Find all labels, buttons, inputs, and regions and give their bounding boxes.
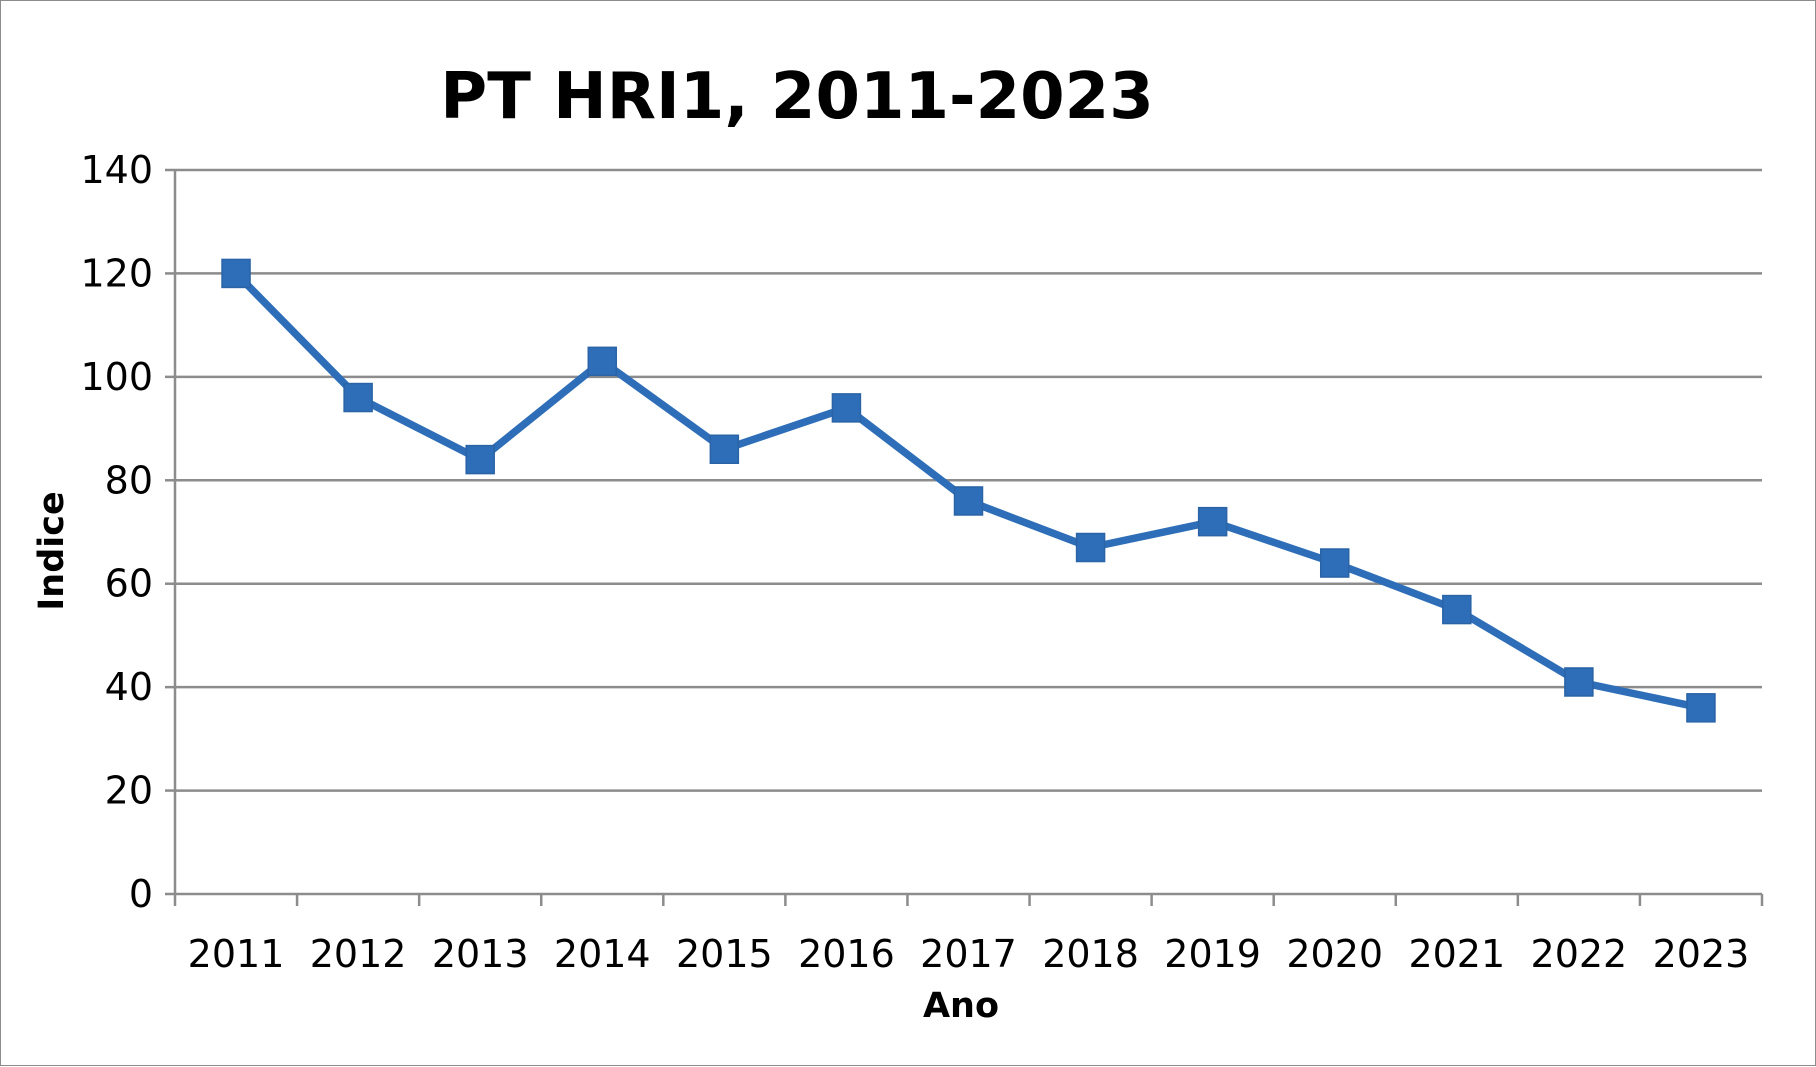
- data-point-2019: [1197, 506, 1228, 537]
- chart-title: PT HRI1, 2011-2023: [440, 60, 1153, 134]
- x-tick-label-2021: 2021: [1408, 932, 1505, 976]
- data-point-2017: [953, 486, 984, 516]
- data-point-2021: [1442, 594, 1472, 625]
- y-tick-label-40: 40: [105, 665, 153, 709]
- x-tick-label-2020: 2020: [1286, 932, 1383, 976]
- y-tick-label-80: 80: [105, 458, 153, 502]
- x-tick-label-2016: 2016: [798, 932, 895, 976]
- y-tick-label-60: 60: [105, 562, 153, 606]
- x-axis-title: Ano: [923, 986, 999, 1026]
- data-point-2018: [1075, 532, 1106, 563]
- y-tick-label-0: 0: [129, 872, 153, 916]
- data-point-2014: [587, 346, 618, 377]
- data-point-2013: [465, 444, 495, 475]
- markers: [221, 258, 1716, 723]
- data-point-2011: [221, 258, 251, 289]
- x-tick-label-2013: 2013: [432, 932, 529, 976]
- y-tick-label-20: 20: [105, 769, 153, 813]
- x-tick-label-2014: 2014: [554, 932, 651, 976]
- x-tick-label-2012: 2012: [310, 932, 407, 976]
- gridlines: [175, 168, 1762, 792]
- x-tick-label-2022: 2022: [1531, 932, 1628, 976]
- data-point-2020: [1319, 548, 1350, 578]
- x-tick-label-2019: 2019: [1164, 932, 1261, 976]
- x-tick-label-2015: 2015: [676, 932, 773, 976]
- tick-labels: 0 20 40 60 80 100 120 140 2011 2012 2013 2014 2015 20…: [80, 148, 1749, 976]
- x-tick-label-2018: 2018: [1042, 932, 1139, 976]
- y-tick-label-100: 100: [80, 355, 153, 399]
- axes: [165, 168, 1764, 906]
- data-point-2022: [1564, 667, 1594, 697]
- x-tick-label-2011: 2011: [188, 932, 285, 976]
- y-tick-label-140: 140: [80, 148, 153, 192]
- y-tick-label-120: 120: [80, 251, 153, 295]
- data-point-2023: [1686, 693, 1716, 723]
- x-tick-label-2023: 2023: [1653, 932, 1750, 976]
- x-tick-label-2017: 2017: [920, 932, 1017, 976]
- data-point-2012: [343, 382, 373, 413]
- y-axis-title: Indice: [32, 491, 72, 610]
- data-point-2016: [831, 393, 862, 423]
- data-point-2015: [709, 434, 740, 465]
